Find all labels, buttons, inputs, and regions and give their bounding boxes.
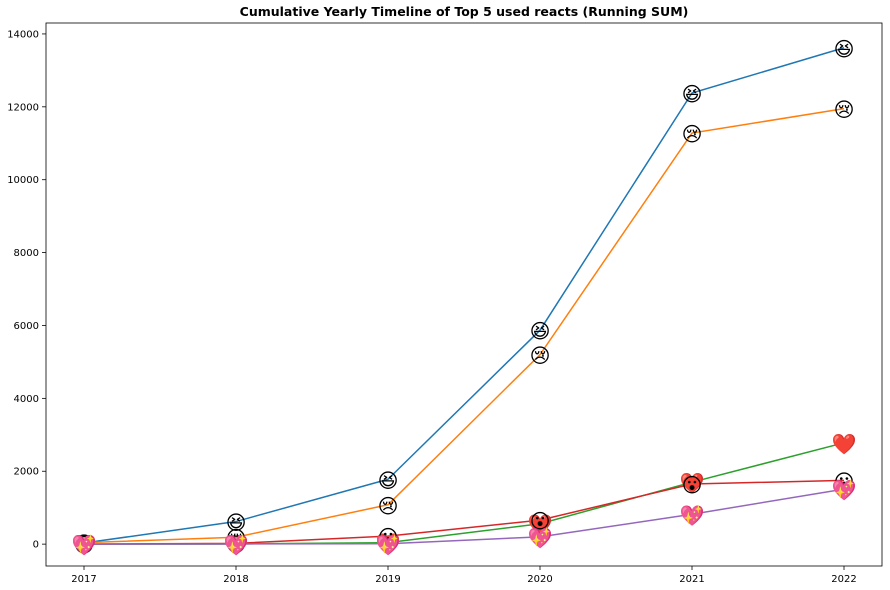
series-line-surprised-face [83, 479, 845, 545]
y-tick-label: 4000 [14, 394, 39, 405]
heart-marker: ❤️ [528, 513, 553, 537]
surprised-face-marker: 😮 [74, 533, 95, 557]
crying-face-marker: 😢 [834, 98, 855, 122]
crying-face-marker: 😢 [378, 494, 399, 518]
x-tick-label: 2019 [375, 574, 400, 585]
sparkling-heart-marker: 💖 [528, 526, 553, 550]
x-axis: 2017 2018 2019 2020 2021 2022 [71, 566, 857, 585]
laughing-face-marker: 😆 [74, 532, 95, 556]
heart-marker: ❤️ [224, 533, 249, 557]
surprised-face-marker: 😮 [378, 525, 399, 549]
x-tick-label: 2018 [223, 574, 248, 585]
laughing-face-marker: 😆 [834, 37, 855, 61]
sparkling-heart-marker: 💖 [72, 533, 97, 557]
crying-face-marker: 😢 [226, 526, 247, 550]
crying-face-marker: 😢 [530, 344, 551, 368]
laughing-face-marker: 😆 [682, 82, 703, 106]
chart-title: Cumulative Yearly Timeline of Top 5 used… [239, 4, 689, 19]
heart-marker: ❤️ [832, 432, 857, 456]
series-line-sparkling-heart [83, 488, 845, 545]
surprised-face-marker: 😮 [530, 509, 551, 533]
y-tick-label: 12000 [7, 102, 39, 113]
y-tick-label: 8000 [14, 248, 39, 259]
x-tick-label: 2017 [71, 574, 96, 585]
x-tick-label: 2020 [527, 574, 552, 585]
series-line-laughing-face [83, 47, 845, 544]
y-tick-label: 0 [33, 540, 39, 551]
heart-marker: ❤️ [72, 533, 97, 557]
y-tick-label: 2000 [14, 467, 39, 478]
x-tick-label: 2021 [679, 574, 704, 585]
y-tick-label: 14000 [7, 29, 39, 40]
sparkling-heart-marker: 💖 [680, 503, 705, 527]
axes-frame [45, 22, 883, 567]
surprised-face-marker: 😮 [834, 469, 855, 493]
y-axis: 0 2000 4000 6000 8000 10000 12000 14000 [7, 29, 46, 551]
y-tick-label: 10000 [7, 175, 39, 186]
sparkling-heart-marker: 💖 [224, 533, 249, 557]
crying-face-marker: 😢 [682, 122, 703, 146]
laughing-face-marker: 😆 [530, 319, 551, 343]
series-markers: 😆😆😆😆😆😆😢 😢😢😢😢😢❤️ ❤️ ❤️❤️❤️❤️😮 😮 😮😮😮 😮💖 💖 💖 💖💖💖 [72, 37, 857, 557]
plot-frame [45, 22, 883, 567]
heart-marker: ❤️ [376, 532, 401, 556]
surprised-face-marker: 😮 [682, 473, 703, 497]
laughing-face-marker: 😆 [378, 468, 399, 492]
crying-face-marker: 😢 [74, 532, 95, 556]
laughing-face-marker: 😆 [226, 511, 247, 535]
series-line-crying-face [83, 107, 845, 544]
sparkling-heart-marker: 💖 [832, 478, 857, 502]
sparkling-heart-marker: 💖 [376, 533, 401, 557]
series-lines [83, 47, 845, 545]
x-tick-label: 2022 [831, 574, 856, 585]
surprised-face-marker: 😮 [226, 532, 247, 556]
heart-marker: ❤️ [680, 471, 705, 495]
y-tick-label: 6000 [14, 321, 39, 332]
series-line-heart [83, 442, 845, 545]
